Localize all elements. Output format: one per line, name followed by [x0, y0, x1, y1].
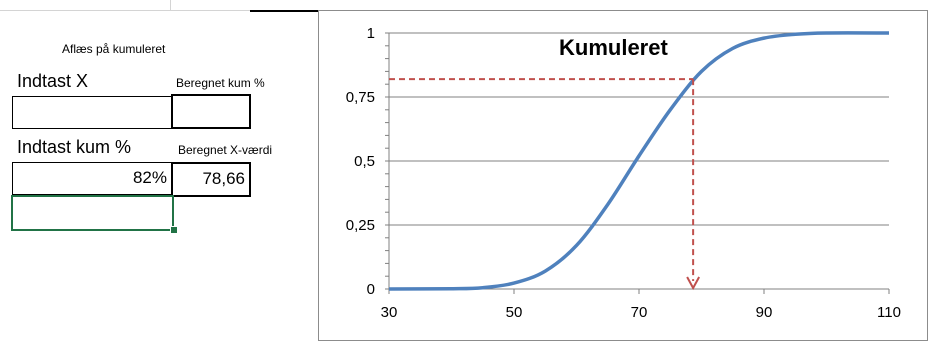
- selected-cell[interactable]: [11, 195, 174, 231]
- x-tick-label: 50: [506, 304, 523, 321]
- y-tick-label: 1: [367, 25, 375, 42]
- cell-border-fragment: [250, 0, 320, 12]
- y-tick-label: 0,5: [354, 153, 375, 170]
- chart-title: Kumuleret: [559, 35, 668, 60]
- row-strip: [0, 0, 320, 12]
- input-cum-cell[interactable]: 82%: [12, 162, 172, 195]
- y-tick-label: 0: [367, 281, 375, 298]
- calc-cum-cell[interactable]: [171, 94, 251, 129]
- fill-handle[interactable]: [170, 226, 178, 234]
- calc-x-cell[interactable]: 78,66: [171, 162, 251, 197]
- chart-canvas: Kumuleret 0 0,25 0,5 0,75 1 30 50 70 90 110: [346, 25, 901, 321]
- input-x-label: Indtast X: [17, 71, 89, 91]
- x-tick-label: 30: [381, 304, 398, 321]
- x-tick-label: 90: [756, 304, 773, 321]
- calc-cum-label: Beregnet kum %: [176, 76, 265, 90]
- y-tick-label: 0,75: [346, 89, 375, 106]
- calc-x-label: Beregnet X-værdi: [178, 143, 273, 157]
- cumulative-chart[interactable]: Kumuleret 0 0,25 0,5 0,75 1 30 50 70 90 110: [318, 10, 928, 341]
- cumulative-curve: [388, 31, 890, 291]
- column-divider: [170, 0, 171, 10]
- instruction-label: Aflæs på kumuleret: [62, 42, 166, 56]
- input-x-cell[interactable]: [12, 96, 172, 129]
- x-tick-label: 110: [877, 304, 901, 321]
- input-cum-label: Indtast kum %: [17, 137, 132, 157]
- x-tick-label: 70: [631, 304, 648, 321]
- y-tick-label: 0,25: [346, 217, 375, 234]
- arrow-head: [686, 276, 701, 291]
